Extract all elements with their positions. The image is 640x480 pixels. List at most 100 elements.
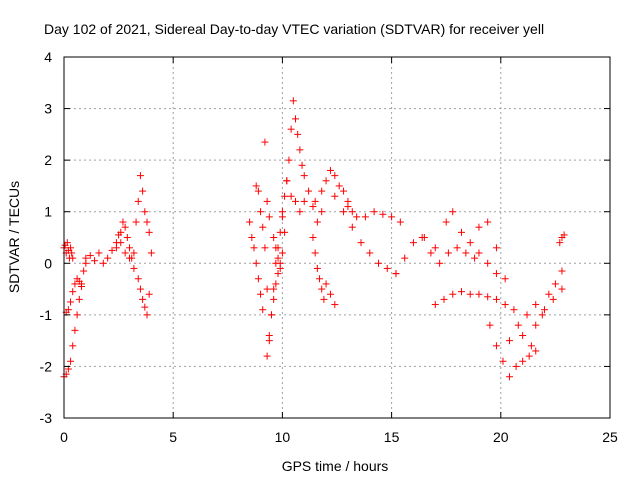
data-point <box>263 197 271 205</box>
data-point <box>551 280 559 288</box>
x-tick-label: 15 <box>384 429 400 445</box>
data-point <box>252 259 260 267</box>
data-point <box>540 306 548 314</box>
data-point <box>130 264 138 272</box>
data-point <box>298 161 306 169</box>
data-point <box>475 223 483 231</box>
plot-frame <box>63 56 611 419</box>
data-point <box>471 254 479 262</box>
data-point <box>141 303 149 311</box>
data-point <box>492 270 500 278</box>
y-tick-label: 2 <box>44 152 52 168</box>
data-point <box>492 342 500 350</box>
y-tick-label: 0 <box>44 255 52 271</box>
data-point <box>506 373 514 381</box>
data-point <box>257 290 265 298</box>
y-tick-label: 3 <box>44 101 52 117</box>
data-point <box>272 244 280 252</box>
data-point <box>300 197 308 205</box>
data-point <box>475 290 483 298</box>
data-point <box>466 290 474 298</box>
data-point <box>75 295 83 303</box>
y-axis-label: SDTVAR / TECUs <box>6 181 22 293</box>
data-point <box>259 306 267 314</box>
data-point <box>95 249 103 257</box>
grid-lines <box>64 57 610 418</box>
data-point <box>340 187 348 195</box>
data-point <box>335 182 343 190</box>
data-point <box>388 213 396 221</box>
data-point <box>143 218 151 226</box>
data-point <box>64 306 72 314</box>
data-point <box>250 244 258 252</box>
data-point <box>523 311 531 319</box>
data-point <box>316 275 324 283</box>
data-point <box>139 295 147 303</box>
data-point <box>263 352 271 360</box>
data-point <box>254 275 262 283</box>
data-point <box>75 277 83 285</box>
data-point <box>326 290 334 298</box>
data-point <box>263 285 271 293</box>
y-tick-label: -3 <box>40 410 53 426</box>
data-point <box>532 347 540 355</box>
data-point <box>326 166 334 174</box>
data-point <box>68 249 76 257</box>
data-point <box>292 115 300 123</box>
data-point <box>457 288 465 296</box>
data-point <box>514 321 522 329</box>
data-point <box>134 197 142 205</box>
data-point <box>132 218 140 226</box>
data-point <box>340 208 348 216</box>
data-point <box>270 234 278 241</box>
data-point <box>276 259 284 267</box>
data-point <box>492 244 500 252</box>
data-point <box>506 337 514 345</box>
data-point <box>449 208 457 216</box>
data-point <box>261 244 269 252</box>
data-point <box>322 177 330 185</box>
data-point <box>484 293 492 301</box>
x-tick-label: 5 <box>169 429 177 445</box>
y-tick-label: -1 <box>40 307 53 323</box>
data-point <box>556 239 564 247</box>
data-point <box>442 218 450 226</box>
data-point <box>436 259 444 267</box>
data-point <box>270 285 278 293</box>
data-point <box>141 208 149 216</box>
y-tick-label: 1 <box>44 204 52 220</box>
data-point <box>91 257 99 265</box>
data-point <box>512 362 520 370</box>
data-point <box>270 295 278 303</box>
data-point <box>558 285 566 293</box>
data-point <box>63 239 71 247</box>
data-point <box>139 187 147 195</box>
data-point <box>67 357 75 365</box>
chart-title: Day 102 of 2021, Sidereal Day-to-day VTE… <box>44 21 544 37</box>
data-point <box>143 311 151 319</box>
data-point <box>501 301 509 309</box>
data-point <box>549 295 557 303</box>
data-point <box>560 231 568 239</box>
data-point <box>69 254 77 262</box>
data-point <box>331 192 339 200</box>
data-point <box>486 321 494 329</box>
data-point <box>444 249 452 257</box>
data-point <box>145 228 153 236</box>
data-point <box>82 254 90 262</box>
data-point <box>318 208 326 216</box>
data-point <box>289 97 297 105</box>
data-point <box>331 172 339 180</box>
data-point <box>499 357 507 365</box>
data-point <box>431 301 439 309</box>
data-point <box>357 239 365 247</box>
data-point <box>121 223 129 231</box>
data-point <box>309 234 317 241</box>
data-point <box>67 298 75 306</box>
data-point <box>344 203 352 211</box>
data-point <box>313 264 321 272</box>
data-point <box>366 249 374 257</box>
data-point <box>532 301 540 309</box>
data-point <box>257 208 265 216</box>
